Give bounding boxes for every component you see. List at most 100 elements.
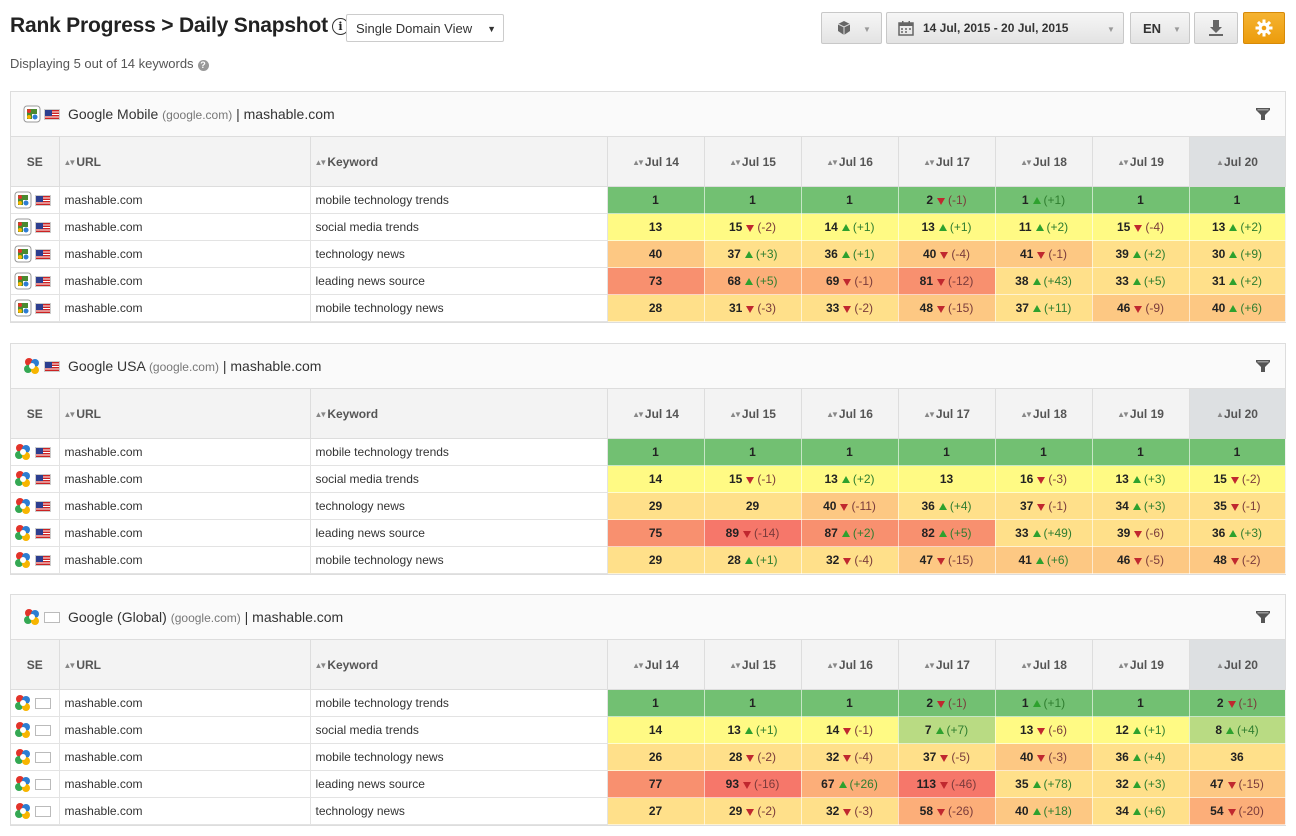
rank-cell[interactable]: 33 (+49) [995, 519, 1093, 547]
url-cell[interactable]: mashable.com [59, 240, 311, 268]
column-header-date[interactable]: ▲▼ Jul 15 [704, 137, 802, 187]
rank-cell[interactable]: 32 (-4) [801, 743, 899, 771]
rank-cell[interactable]: 13 [898, 465, 996, 493]
rank-cell[interactable]: 1 [801, 438, 899, 466]
rank-cell[interactable]: 39 (-6) [1092, 519, 1190, 547]
rank-cell[interactable]: 37 (+11) [995, 294, 1093, 322]
rank-cell[interactable]: 58 (-26) [898, 797, 996, 825]
keyword-cell[interactable]: technology news [310, 240, 608, 268]
rank-cell[interactable]: 1 [1092, 438, 1190, 466]
url-cell[interactable]: mashable.com [59, 492, 311, 520]
rank-cell[interactable]: 33 (-2) [801, 294, 899, 322]
filter-icon[interactable] [1255, 358, 1271, 377]
rank-cell[interactable]: 68 (+5) [704, 267, 802, 295]
settings-button[interactable] [1243, 12, 1285, 44]
column-header-date[interactable]: ▲▼ Jul 15 [704, 389, 802, 439]
rank-cell[interactable]: 15 (-2) [1189, 465, 1286, 493]
rank-cell[interactable]: 11 (+2) [995, 213, 1093, 241]
url-cell[interactable]: mashable.com [59, 294, 311, 322]
url-cell[interactable]: mashable.com [59, 770, 311, 798]
rank-cell[interactable]: 37 (+3) [704, 240, 802, 268]
column-header-date[interactable]: ▲▼ Jul 19 [1092, 137, 1190, 187]
rank-cell[interactable]: 1 [1092, 186, 1190, 214]
column-header-date[interactable]: ▲▼ Jul 14 [607, 137, 705, 187]
column-header-keyword[interactable]: ▲▼ Keyword [310, 640, 608, 690]
rank-cell[interactable]: 29 (-2) [704, 797, 802, 825]
url-cell[interactable]: mashable.com [59, 797, 311, 825]
url-cell[interactable]: mashable.com [59, 689, 311, 717]
rank-cell[interactable]: 36 (+4) [1092, 743, 1190, 771]
rank-cell[interactable]: 36 (+3) [1189, 519, 1286, 547]
keyword-cell[interactable]: leading news source [310, 519, 608, 547]
column-header-date[interactable]: ▲ Jul 20 [1189, 640, 1286, 690]
rank-cell[interactable]: 1 [801, 186, 899, 214]
rank-cell[interactable]: 14 (-1) [801, 716, 899, 744]
column-header-date[interactable]: ▲▼ Jul 15 [704, 640, 802, 690]
rank-cell[interactable]: 81 (-12) [898, 267, 996, 295]
url-cell[interactable]: mashable.com [59, 438, 311, 466]
rank-cell[interactable]: 28 (-2) [704, 743, 802, 771]
column-header-date[interactable]: ▲▼ Jul 19 [1092, 389, 1190, 439]
keyword-cell[interactable]: mobile technology news [310, 546, 608, 574]
rank-cell[interactable]: 36 (+4) [898, 492, 996, 520]
rank-cell[interactable]: 46 (-9) [1092, 294, 1190, 322]
rank-cell[interactable]: 69 (-1) [801, 267, 899, 295]
url-cell[interactable]: mashable.com [59, 267, 311, 295]
column-header-url[interactable]: ▲▼ URL [59, 389, 311, 439]
rank-cell[interactable]: 1 (+1) [995, 186, 1093, 214]
rank-cell[interactable]: 32 (-4) [801, 546, 899, 574]
column-header-date[interactable]: ▲▼ Jul 14 [607, 389, 705, 439]
rank-cell[interactable]: 30 (+9) [1189, 240, 1286, 268]
rank-cell[interactable]: 36 [1189, 743, 1286, 771]
rank-cell[interactable]: 29 [607, 492, 705, 520]
filter-icon[interactable] [1255, 106, 1271, 125]
column-header-date[interactable]: ▲▼ Jul 16 [801, 640, 899, 690]
keyword-cell[interactable]: social media trends [310, 213, 608, 241]
url-cell[interactable]: mashable.com [59, 546, 311, 574]
keyword-cell[interactable]: mobile technology trends [310, 689, 608, 717]
rank-cell[interactable]: 41 (-1) [995, 240, 1093, 268]
rank-cell[interactable]: 34 (+3) [1092, 492, 1190, 520]
rank-cell[interactable]: 28 [607, 294, 705, 322]
rank-cell[interactable]: 33 (+5) [1092, 267, 1190, 295]
rank-cell[interactable]: 1 (+1) [995, 689, 1093, 717]
rank-cell[interactable]: 14 [607, 465, 705, 493]
rank-cell[interactable]: 15 (-2) [704, 213, 802, 241]
rank-cell[interactable]: 8 (+4) [1189, 716, 1286, 744]
keyword-cell[interactable]: social media trends [310, 716, 608, 744]
rank-cell[interactable]: 1 [607, 689, 705, 717]
rank-cell[interactable]: 32 (-3) [801, 797, 899, 825]
rank-cell[interactable]: 31 (-3) [704, 294, 802, 322]
rank-cell[interactable]: 13 (+1) [898, 213, 996, 241]
rank-cell[interactable]: 1 [995, 438, 1093, 466]
rank-cell[interactable]: 13 (+1) [704, 716, 802, 744]
column-header-se[interactable]: SE [11, 389, 60, 439]
rank-cell[interactable]: 14 [607, 716, 705, 744]
column-header-date[interactable]: ▲▼ Jul 17 [898, 389, 996, 439]
rank-cell[interactable]: 13 (+2) [801, 465, 899, 493]
rank-cell[interactable]: 89 (-14) [704, 519, 802, 547]
keyword-cell[interactable]: social media trends [310, 465, 608, 493]
rank-cell[interactable]: 1 [704, 689, 802, 717]
rank-cell[interactable]: 36 (+1) [801, 240, 899, 268]
rank-cell[interactable]: 32 (+3) [1092, 770, 1190, 798]
rank-cell[interactable]: 82 (+5) [898, 519, 996, 547]
url-cell[interactable]: mashable.com [59, 213, 311, 241]
rank-cell[interactable]: 39 (+2) [1092, 240, 1190, 268]
rank-cell[interactable]: 87 (+2) [801, 519, 899, 547]
column-header-date[interactable]: ▲▼ Jul 17 [898, 640, 996, 690]
column-header-date[interactable]: ▲▼ Jul 18 [995, 640, 1093, 690]
rank-cell[interactable]: 1 [607, 438, 705, 466]
keyword-cell[interactable]: technology news [310, 797, 608, 825]
rank-cell[interactable]: 40 (+6) [1189, 294, 1286, 322]
rank-cell[interactable]: 13 (+3) [1092, 465, 1190, 493]
column-header-date[interactable]: ▲▼ Jul 16 [801, 137, 899, 187]
rank-cell[interactable]: 2 (-1) [1189, 689, 1286, 717]
rank-cell[interactable]: 40 (-11) [801, 492, 899, 520]
rank-cell[interactable]: 93 (-16) [704, 770, 802, 798]
keyword-cell[interactable]: technology news [310, 492, 608, 520]
rank-cell[interactable]: 113 (-46) [898, 770, 996, 798]
rank-cell[interactable]: 1 [607, 186, 705, 214]
rank-cell[interactable]: 15 (-4) [1092, 213, 1190, 241]
column-header-date[interactable]: ▲ Jul 20 [1189, 137, 1286, 187]
